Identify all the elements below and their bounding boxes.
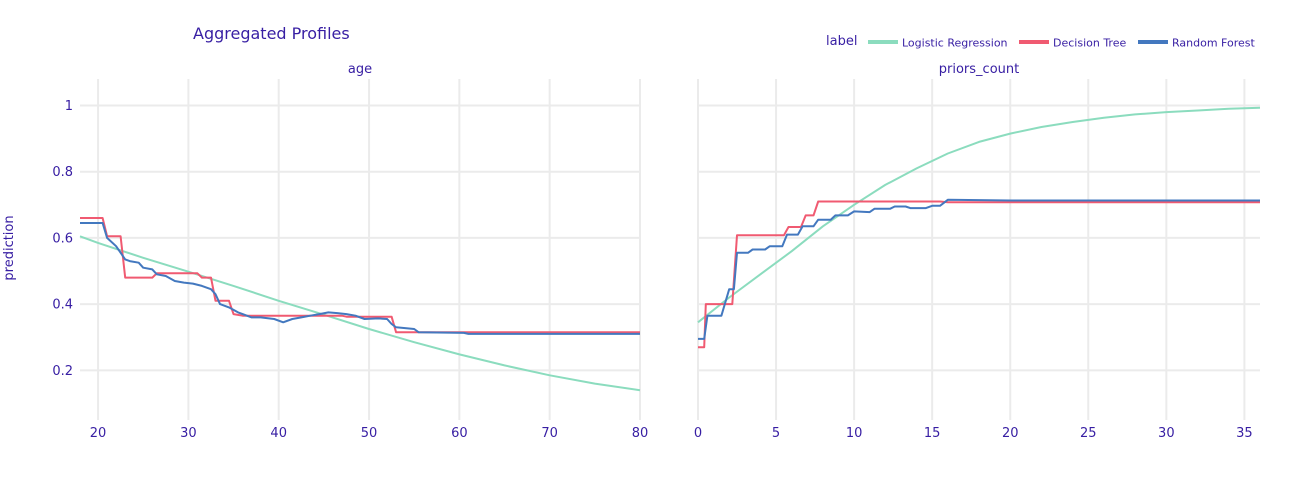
legend-entry: Random Forest bbox=[1172, 37, 1255, 50]
x-tick-label: 60 bbox=[451, 426, 468, 441]
x-tick-label: 80 bbox=[632, 426, 649, 441]
series-line-random-forest bbox=[698, 198, 1260, 340]
chart-title: Aggregated Profiles bbox=[193, 24, 350, 43]
legend: label Logistic Regression Decision Tree Ra… bbox=[826, 34, 1255, 50]
x-tick-label: 50 bbox=[361, 426, 378, 441]
x-tick-label: 0 bbox=[694, 426, 702, 441]
legend-entry: Logistic Regression bbox=[902, 37, 1008, 50]
legend-entry: Decision Tree bbox=[1053, 37, 1126, 50]
x-tick-label: 70 bbox=[541, 426, 558, 441]
y-tick-label: 0.2 bbox=[52, 364, 73, 379]
panel-1: 0 5 10 15 20 25 30 35 priors_count bbox=[694, 62, 1261, 441]
series-line-logistic-regression bbox=[697, 106, 1261, 324]
x-tick-label: 25 bbox=[1080, 426, 1097, 441]
y-tick-label: 0.6 bbox=[52, 231, 73, 246]
x-tick-label: 20 bbox=[90, 426, 107, 441]
x-tick-label: 30 bbox=[1158, 426, 1175, 441]
y-tick-label: 1 bbox=[65, 99, 73, 114]
x-tick-label: 15 bbox=[924, 426, 941, 441]
x-tick-label: 40 bbox=[270, 426, 287, 441]
y-axis-label: prediction bbox=[2, 215, 17, 280]
series-line-logistic-regression bbox=[79, 235, 641, 392]
panel-0: 20 30 40 50 60 70 80 0.2 0.4 0.6 0.8 1 age bbox=[52, 62, 648, 441]
x-tick-label: 35 bbox=[1236, 426, 1253, 441]
y-tick-label: 0.8 bbox=[52, 165, 73, 180]
panel-subtitle: age bbox=[348, 62, 372, 77]
panel-subtitle: priors_count bbox=[939, 62, 1019, 77]
series-line-decision-tree bbox=[80, 217, 640, 334]
series-line-random-forest bbox=[80, 222, 640, 335]
y-tick-label: 0.4 bbox=[52, 298, 73, 313]
x-tick-label: 30 bbox=[180, 426, 197, 441]
legend-title: label bbox=[826, 34, 857, 49]
series-line-decision-tree bbox=[698, 200, 1260, 349]
x-tick-label: 5 bbox=[772, 426, 780, 441]
x-tick-label: 20 bbox=[1002, 426, 1019, 441]
x-tick-label: 10 bbox=[846, 426, 863, 441]
